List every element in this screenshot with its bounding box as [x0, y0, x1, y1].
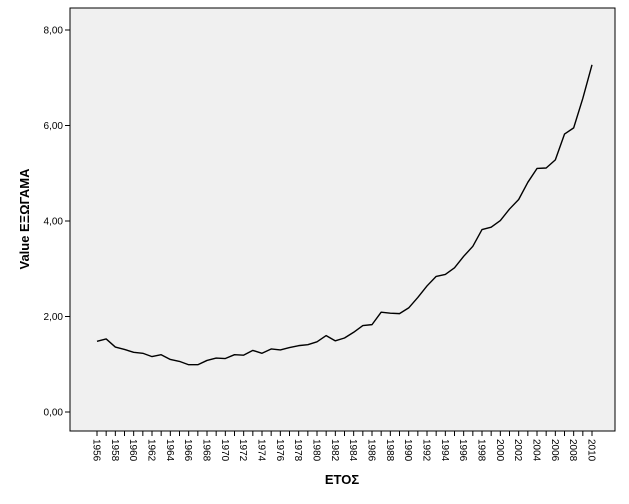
x-tick-label: 1988	[384, 439, 395, 462]
x-tick-label: 2008	[567, 439, 578, 462]
x-tick-label: 1974	[256, 439, 267, 462]
y-axis: 0,00 2,00 4,00 6,00 8,00	[44, 26, 70, 419]
x-tick-label: 1978	[292, 439, 303, 462]
x-tick-label: 1998	[476, 439, 487, 462]
x-tick-label: 1992	[421, 439, 432, 462]
x-tick-label: 1986	[366, 439, 377, 462]
x-tick-label: 2004	[531, 439, 542, 462]
series-line	[96, 64, 593, 366]
x-tick-label: 1980	[311, 439, 322, 462]
x-tick-label: 1984	[347, 439, 358, 462]
x-tick-label: 1956	[91, 439, 102, 462]
x-tick-label: 1976	[274, 439, 285, 462]
x-tick-label: 2006	[549, 439, 560, 462]
y-tick-label: 8,00	[44, 26, 64, 37]
x-tick-label: 2010	[586, 439, 597, 462]
x-tick-label: 1996	[457, 439, 468, 462]
x-tick-label: 1968	[201, 439, 212, 462]
x-tick-label: 1994	[439, 439, 450, 462]
x-axis-title: ΕΤΟΣ	[325, 472, 359, 487]
x-tick-label: 1966	[182, 439, 193, 462]
y-tick-label: 6,00	[44, 121, 64, 132]
x-tick-label: 2000	[494, 439, 505, 462]
x-tick-label: 1960	[127, 439, 138, 462]
plot-area	[69, 7, 616, 432]
x-tick-label: 1982	[329, 439, 340, 462]
y-axis-title: Value ΕΞΩΓΑΜΑ	[17, 168, 32, 270]
x-tick-label: 1970	[219, 439, 230, 462]
x-tick-label: 1964	[164, 439, 175, 462]
x-tick-label: 1958	[109, 439, 120, 462]
x-axis: 1956 1958 1960 1962 1964 1966 1968 1970 1972 1974…	[91, 431, 597, 462]
y-tick-label: 0,00	[44, 408, 64, 419]
x-tick-label: 2002	[512, 439, 523, 462]
x-tick-label: 1972	[237, 439, 248, 462]
y-tick-label: 2,00	[44, 312, 64, 323]
y-tick-label: 4,00	[44, 217, 64, 228]
x-tick-label: 1962	[146, 439, 157, 462]
x-tick-label: 1990	[402, 439, 413, 462]
